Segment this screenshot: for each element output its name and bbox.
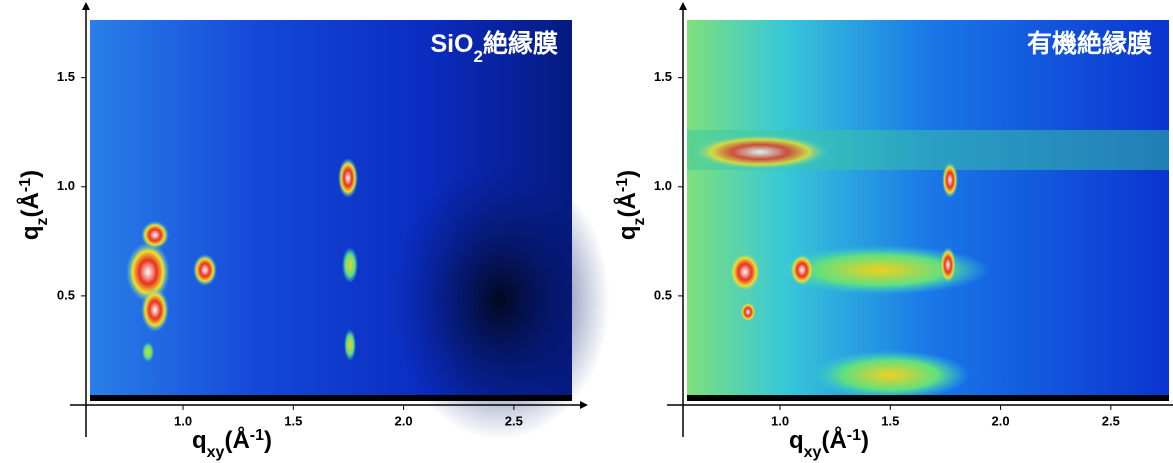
y-tick-label: 1.0: [654, 178, 672, 193]
y-tick-label: 1.5: [57, 69, 75, 84]
label-part: (Å: [16, 192, 44, 217]
label-part: (Å: [613, 192, 641, 217]
y-axis-label: qz(Å-1): [16, 170, 51, 240]
x-tick-label: 1.5: [284, 413, 302, 428]
y-tick-label: 1.5: [654, 69, 672, 84]
y-tick-label: 1.0: [57, 178, 75, 193]
label-part: -1: [17, 178, 34, 192]
y-tick-label: 0.5: [654, 287, 672, 302]
label-part: ): [17, 170, 44, 178]
label-part: xy: [804, 444, 822, 461]
label-part: -1: [250, 427, 264, 444]
y-tick-label: 0.5: [57, 287, 75, 302]
x-tick-label: 1.5: [881, 413, 899, 428]
axis-arrow: [679, 2, 687, 10]
label-part: -1: [614, 178, 631, 192]
x-axis-label: qxy(Å-1): [789, 426, 869, 461]
label-part: q: [614, 225, 641, 240]
x-axis-label: qxy(Å-1): [192, 426, 272, 461]
label-part: 2: [474, 47, 483, 66]
label-part: q: [17, 225, 44, 240]
panel-label: SiO2絶縁膜: [430, 29, 558, 66]
x-tick-label: 1.0: [174, 413, 192, 428]
label-part: q: [192, 427, 207, 454]
label-part: z: [631, 217, 648, 225]
detector-image: [90, 20, 610, 440]
axis-arrow: [580, 401, 588, 409]
label-part: ): [614, 170, 641, 178]
label-part: (Å: [224, 426, 249, 454]
axis-arrow: [82, 2, 90, 10]
label-part: (Å: [821, 426, 846, 454]
label-part: xy: [207, 444, 225, 461]
detector-image: [687, 20, 1169, 401]
x-tick-label: 2.5: [505, 413, 523, 428]
x-tick-label: 1.0: [771, 413, 789, 428]
y-axis-label: qz(Å-1): [613, 170, 648, 240]
x-tick-label: 2.0: [992, 413, 1010, 428]
x-tick-label: 2.0: [395, 413, 413, 428]
label-part: -1: [847, 427, 861, 444]
x-tick-label: 2.5: [1102, 413, 1120, 428]
label-part: SiO: [430, 30, 473, 58]
label-part: 絶縁膜: [483, 29, 558, 58]
label-part: z: [34, 217, 51, 225]
label-part: ): [264, 427, 272, 454]
panel-label: 有機絶縁膜: [1027, 29, 1152, 58]
label-part: ): [861, 427, 869, 454]
label-part: q: [789, 427, 804, 454]
